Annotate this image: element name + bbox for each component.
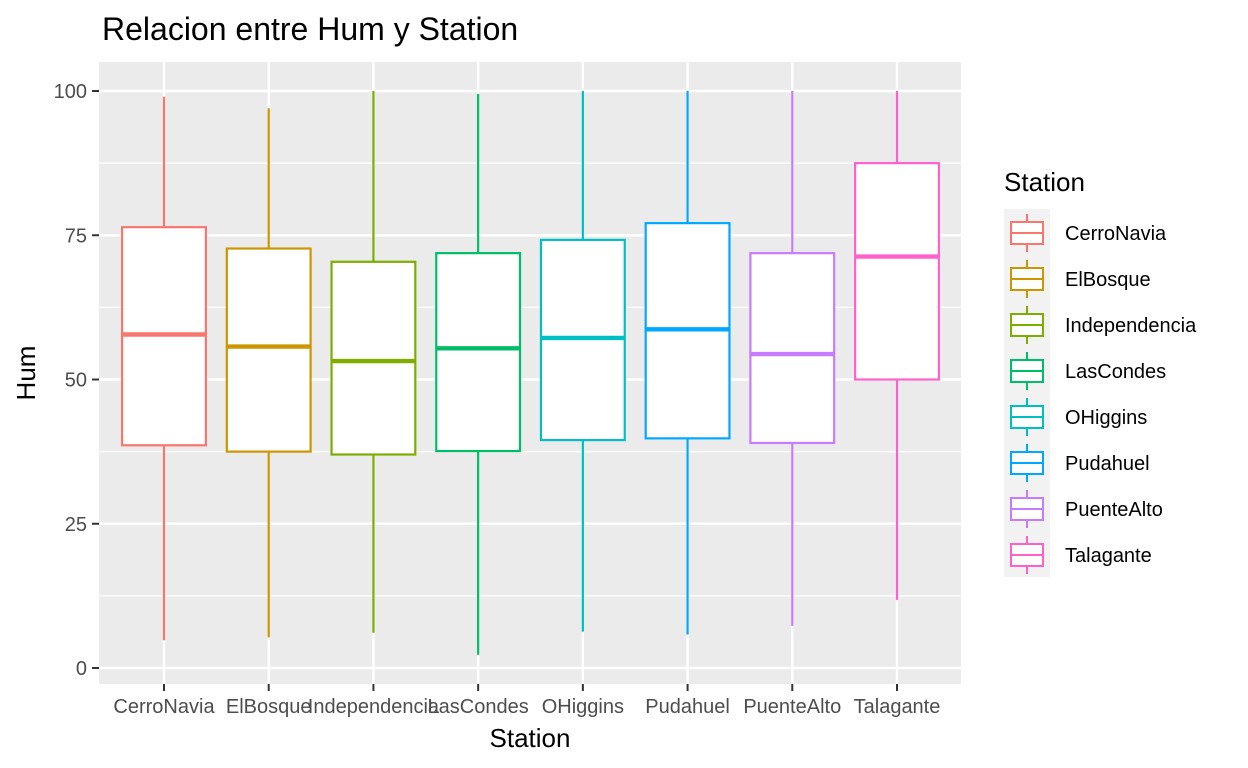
legend-label: Talagante xyxy=(1065,545,1152,567)
legend-item-puentealto: PuenteAlto xyxy=(1010,490,1163,528)
x-axis: CerroNavia ElBosqueIndependenciaLasCondes… xyxy=(113,684,940,718)
boxplot-lascondes xyxy=(435,93,522,655)
y-axis: 0 25 50 75 100 xyxy=(54,81,99,680)
y-tick-label: 75 xyxy=(65,225,87,247)
boxplot-cerronavia xyxy=(121,96,207,641)
boxplot-puentealto xyxy=(749,91,836,626)
y-tick-label: 25 xyxy=(65,514,87,536)
legend-label: LasCondes xyxy=(1065,361,1166,383)
box xyxy=(225,247,312,453)
x-tick-label: LasCondes xyxy=(428,696,529,718)
boxplot-ohiggins xyxy=(539,91,626,632)
legend-title: Station xyxy=(1004,167,1085,197)
boxplots xyxy=(121,91,940,655)
legend-item-lascondes: LasCondes xyxy=(1010,352,1166,390)
x-axis-title: Station xyxy=(490,723,571,753)
x-tick-label: Independencia xyxy=(308,696,440,718)
box xyxy=(435,252,522,453)
boxplot-talagante xyxy=(854,91,940,600)
legend-item-elbosque: ElBosque xyxy=(1010,260,1151,298)
x-tick-label: CerroNavia xyxy=(113,696,215,718)
y-tick-label: 0 xyxy=(76,658,87,680)
x-tick-label: Talagante xyxy=(854,696,941,718)
y-tick-label: 100 xyxy=(54,81,87,103)
x-tick-label: Pudahuel xyxy=(645,696,730,718)
legend-label: OHiggins xyxy=(1065,407,1147,429)
legend: CerroNavia ElBosque Independencia LasCondes… xyxy=(1004,209,1197,577)
x-tick-label: ElBosque xyxy=(226,696,312,718)
legend-item-independencia: Independencia xyxy=(1010,306,1197,344)
x-tick-label: OHiggins xyxy=(542,696,624,718)
legend-item-cerronavia: CerroNavia xyxy=(1010,214,1167,252)
legend-label: PuenteAlto xyxy=(1065,499,1163,521)
box xyxy=(330,260,417,456)
legend-item-pudahuel: Pudahuel xyxy=(1010,444,1150,482)
y-tick-label: 50 xyxy=(65,370,87,392)
box xyxy=(749,252,836,445)
box xyxy=(854,162,940,381)
legend-label: Pudahuel xyxy=(1065,453,1150,475)
legend-item-ohiggins: OHiggins xyxy=(1010,398,1147,436)
y-axis-title: Hum xyxy=(11,346,41,401)
boxplot-independencia xyxy=(330,91,417,633)
chart-title: Relacion entre Hum y Station xyxy=(102,11,518,47)
legend-label: Independencia xyxy=(1065,315,1197,337)
x-tick-label: PuenteAlto xyxy=(743,696,841,718)
boxplot-elbosque xyxy=(225,108,312,638)
legend-item-talagante: Talagante xyxy=(1010,536,1152,574)
boxplot-pudahuel xyxy=(644,91,731,635)
legend-label: CerroNavia xyxy=(1065,223,1167,245)
legend-label: ElBosque xyxy=(1065,269,1151,291)
